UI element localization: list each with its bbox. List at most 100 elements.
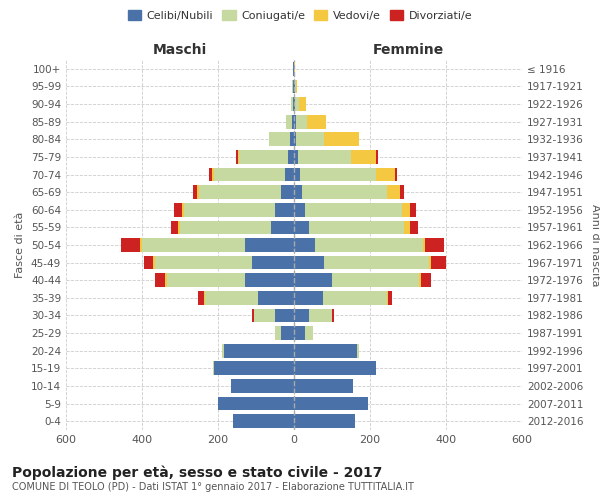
Bar — [155, 256, 294, 270]
Bar — [292, 80, 294, 94]
Bar — [218, 396, 294, 410]
Bar — [294, 97, 306, 111]
Bar — [281, 186, 294, 199]
Bar — [294, 203, 416, 216]
Bar — [233, 414, 294, 428]
Bar — [271, 220, 294, 234]
Bar — [258, 291, 294, 304]
Bar — [292, 80, 294, 94]
Bar — [294, 396, 368, 410]
Bar — [199, 186, 294, 199]
Bar — [294, 379, 353, 393]
Bar — [294, 326, 305, 340]
Bar — [294, 274, 332, 287]
Bar — [294, 362, 376, 375]
Bar — [269, 132, 294, 146]
Bar — [294, 344, 359, 358]
Bar — [294, 150, 351, 164]
Bar — [275, 326, 294, 340]
Bar — [286, 115, 294, 128]
Legend: Celibi/Nubili, Coniugati/e, Vedovi/e, Divorziati/e: Celibi/Nubili, Coniugati/e, Vedovi/e, Di… — [124, 6, 476, 25]
Bar — [184, 203, 294, 216]
Bar — [294, 291, 392, 304]
Bar — [155, 274, 294, 287]
Bar — [214, 362, 294, 375]
Bar — [294, 362, 376, 375]
Bar — [252, 256, 294, 270]
Bar — [292, 97, 294, 111]
Bar — [294, 379, 353, 393]
Bar — [232, 379, 294, 393]
Bar — [294, 379, 353, 393]
Bar — [294, 220, 309, 234]
Bar — [140, 238, 294, 252]
Bar — [294, 344, 359, 358]
Bar — [239, 150, 294, 164]
Bar — [294, 344, 356, 358]
Bar — [294, 274, 431, 287]
Bar — [275, 308, 294, 322]
Bar — [294, 238, 315, 252]
Bar — [170, 220, 294, 234]
Bar — [294, 291, 388, 304]
Bar — [294, 238, 425, 252]
Bar — [205, 291, 294, 304]
Bar — [294, 414, 355, 428]
Bar — [269, 132, 294, 146]
Bar — [232, 379, 294, 393]
Bar — [294, 308, 332, 322]
Bar — [233, 414, 294, 428]
Bar — [245, 274, 294, 287]
Bar — [294, 186, 404, 199]
Bar — [293, 80, 294, 94]
Bar — [178, 220, 294, 234]
Bar — [224, 344, 294, 358]
Bar — [294, 396, 368, 410]
Bar — [222, 344, 294, 358]
Bar — [294, 150, 376, 164]
Bar — [294, 256, 325, 270]
Bar — [294, 362, 376, 375]
Bar — [294, 203, 305, 216]
Bar — [294, 396, 368, 410]
Bar — [292, 80, 294, 94]
Bar — [294, 238, 444, 252]
Bar — [209, 168, 294, 181]
Bar — [294, 274, 421, 287]
Bar — [294, 414, 355, 428]
Bar — [236, 150, 294, 164]
Bar — [142, 238, 294, 252]
Bar — [232, 379, 294, 393]
Bar — [197, 186, 294, 199]
Bar — [233, 414, 294, 428]
Bar — [294, 220, 418, 234]
Bar — [198, 291, 294, 304]
Bar — [292, 115, 294, 128]
Bar — [294, 256, 446, 270]
Bar — [269, 132, 294, 146]
Bar — [214, 362, 294, 375]
Bar — [289, 150, 294, 164]
Bar — [294, 115, 307, 128]
Bar — [292, 97, 294, 111]
Bar — [294, 256, 431, 270]
Bar — [218, 396, 294, 410]
Bar — [294, 132, 325, 146]
Bar — [294, 291, 323, 304]
Bar — [294, 115, 296, 128]
Bar — [294, 256, 429, 270]
Bar — [222, 344, 294, 358]
Bar — [294, 97, 299, 111]
Bar — [293, 62, 294, 76]
Bar — [294, 132, 359, 146]
Text: COMUNE DI TEOLO (PD) - Dati ISTAT 1° gennaio 2017 - Elaborazione TUTTITALIA.IT: COMUNE DI TEOLO (PD) - Dati ISTAT 1° gen… — [12, 482, 414, 492]
Bar — [180, 220, 294, 234]
Bar — [275, 203, 294, 216]
Bar — [294, 344, 359, 358]
Bar — [193, 186, 294, 199]
Bar — [175, 203, 294, 216]
Bar — [294, 80, 298, 94]
Bar — [294, 203, 403, 216]
Bar — [294, 308, 332, 322]
Bar — [294, 414, 355, 428]
